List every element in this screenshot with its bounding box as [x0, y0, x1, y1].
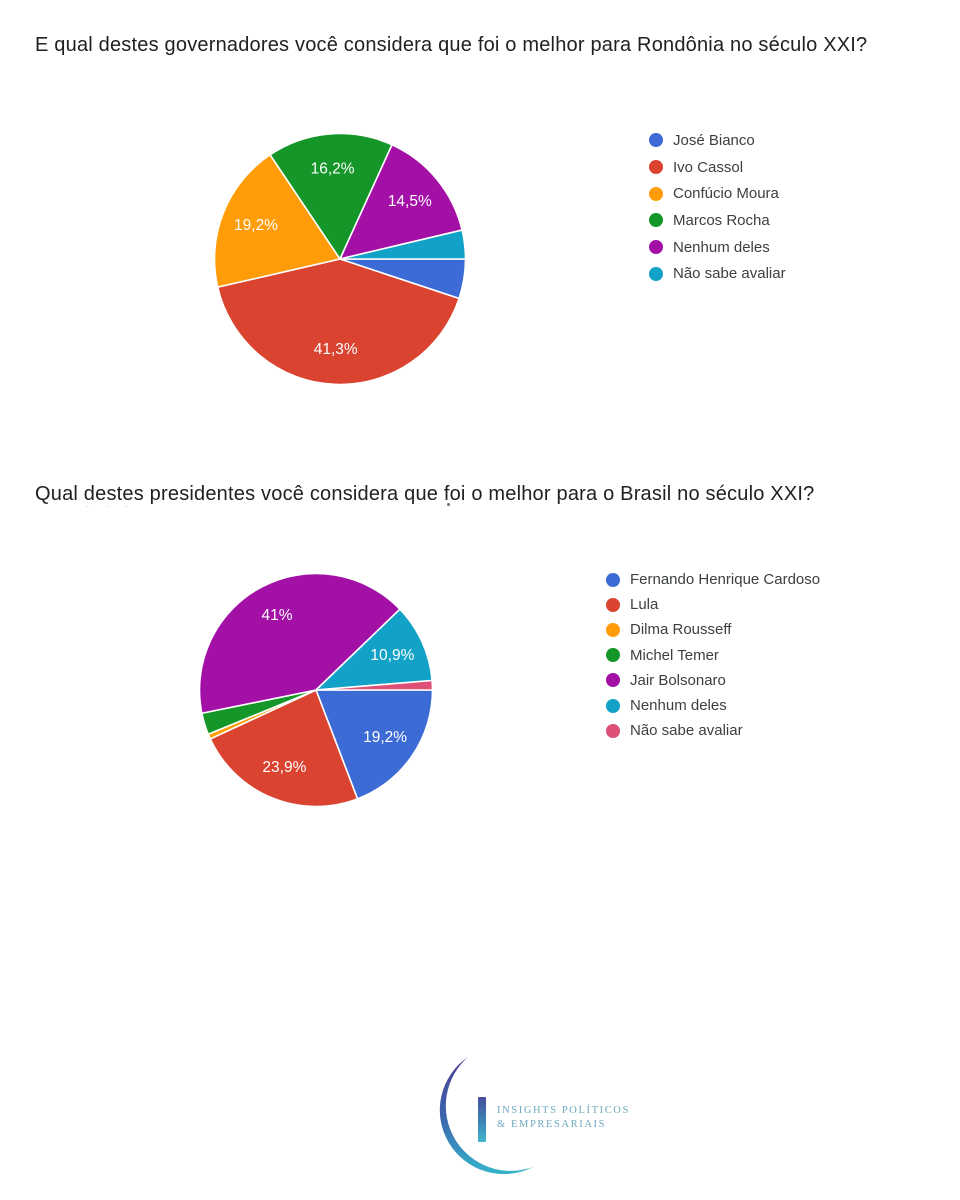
pie-slice-label: 41,3% [314, 341, 358, 358]
pie-slice-label: 23,9% [262, 759, 306, 776]
legend-color-dot [606, 723, 620, 738]
question-title-governadores: E qual destes governadores você consider… [35, 34, 868, 56]
pie-slice[interactable] [315, 679, 434, 691]
legend-item: Nenhum deles [649, 234, 786, 261]
legend-label: Ivo Cassol [673, 158, 744, 176]
legend-label: Confúcio Moura [673, 185, 779, 203]
pie-slice-label: 41% [261, 607, 292, 624]
legend-color-dot [649, 133, 663, 148]
pie-chart-governadores: 41,3% 19,2% 16,2% 14,5% [213, 132, 467, 386]
legend-label: Jair Bolsonaro [630, 671, 726, 689]
legend-label: Fernando Henrique Cardoso [630, 571, 821, 589]
legend-color-dot [649, 186, 663, 201]
legend-label: Nenhum deles [630, 697, 727, 715]
pie-slice[interactable] [315, 689, 434, 800]
pie-slice-label: 16,2% [311, 160, 355, 177]
legend-label: Não sabe avaliar [673, 265, 786, 283]
legend-color-dot [606, 673, 620, 688]
legend-label: Não sabe avaliar [630, 722, 743, 740]
legend-label: José Bianco [673, 131, 755, 149]
legend-item: José Bianco [649, 127, 786, 154]
insights-logo: INSIGHTS POLÍTICOS & EMPRESARIAIS [425, 1050, 675, 1190]
pie-slice[interactable] [339, 229, 467, 260]
legend-label: Marcos Rocha [673, 211, 770, 229]
truncated-text-artifact: - - - [86, 501, 135, 511]
legend-presidentes: Fernando Henrique Cardoso Lula Dilma Rouss… [606, 567, 820, 743]
legend-color-dot [649, 266, 663, 281]
pie-slice[interactable] [213, 153, 341, 288]
pie-slice[interactable] [315, 608, 433, 691]
stray-dot-artifact [447, 503, 450, 506]
legend-item: Lula [606, 592, 820, 617]
legend-color-dot [606, 622, 620, 637]
pie-slice-label: 14,5% [388, 193, 432, 210]
logo-text: INSIGHTS POLÍTICOS & EMPRESARIAIS [497, 1104, 630, 1132]
legend-label: Nenhum deles [673, 238, 770, 256]
pie-slice-label: 19,2% [363, 729, 407, 746]
pie-slice[interactable] [216, 258, 460, 386]
legend-color-dot [649, 240, 663, 255]
pie-slice-label: 10,9% [370, 647, 414, 664]
pie-slice[interactable] [269, 132, 393, 260]
legend-item: Michel Temer [606, 643, 820, 668]
legend-item: Ivo Cassol [649, 154, 786, 181]
legend-item: Dilma Rousseff [606, 617, 820, 642]
logo-line-2: & EMPRESARIAIS [497, 1119, 607, 1130]
legend-item: Jair Bolsonaro [606, 668, 820, 693]
legend-item: Marcos Rocha [649, 207, 786, 234]
legend-color-dot [649, 160, 663, 175]
legend-color-dot [606, 572, 620, 587]
legend-color-dot [606, 597, 620, 612]
legend-label: Lula [630, 596, 659, 614]
legend-item: Nenhum deles [606, 693, 820, 718]
pie-slice-label: 19,2% [234, 217, 278, 234]
legend-item: Confúcio Moura [649, 180, 786, 207]
legend-color-dot [606, 648, 620, 663]
legend-item: Não sabe avaliar [649, 260, 786, 287]
legend-color-dot [649, 213, 663, 228]
logo-i-mark [478, 1097, 486, 1142]
pie-slice[interactable] [339, 143, 463, 260]
legend-label: Michel Temer [630, 646, 719, 664]
legend-item: Não sabe avaliar [606, 718, 820, 743]
legend-item: Fernando Henrique Cardoso [606, 567, 820, 592]
legend-label: Dilma Rousseff [630, 621, 732, 639]
pie-chart-presidentes: 19,2% 23,9% 41% 10,9% [198, 572, 434, 808]
legend-governadores: José Bianco Ivo Cassol Confúcio Moura Marco… [649, 127, 786, 287]
pie-slice[interactable] [198, 572, 401, 715]
question-title-presidentes: Qual destes presidentes você considera q… [35, 483, 815, 505]
pie-slice[interactable] [209, 689, 359, 808]
legend-color-dot [606, 698, 620, 713]
logo-line-1: INSIGHTS POLÍTICOS [497, 1105, 630, 1116]
